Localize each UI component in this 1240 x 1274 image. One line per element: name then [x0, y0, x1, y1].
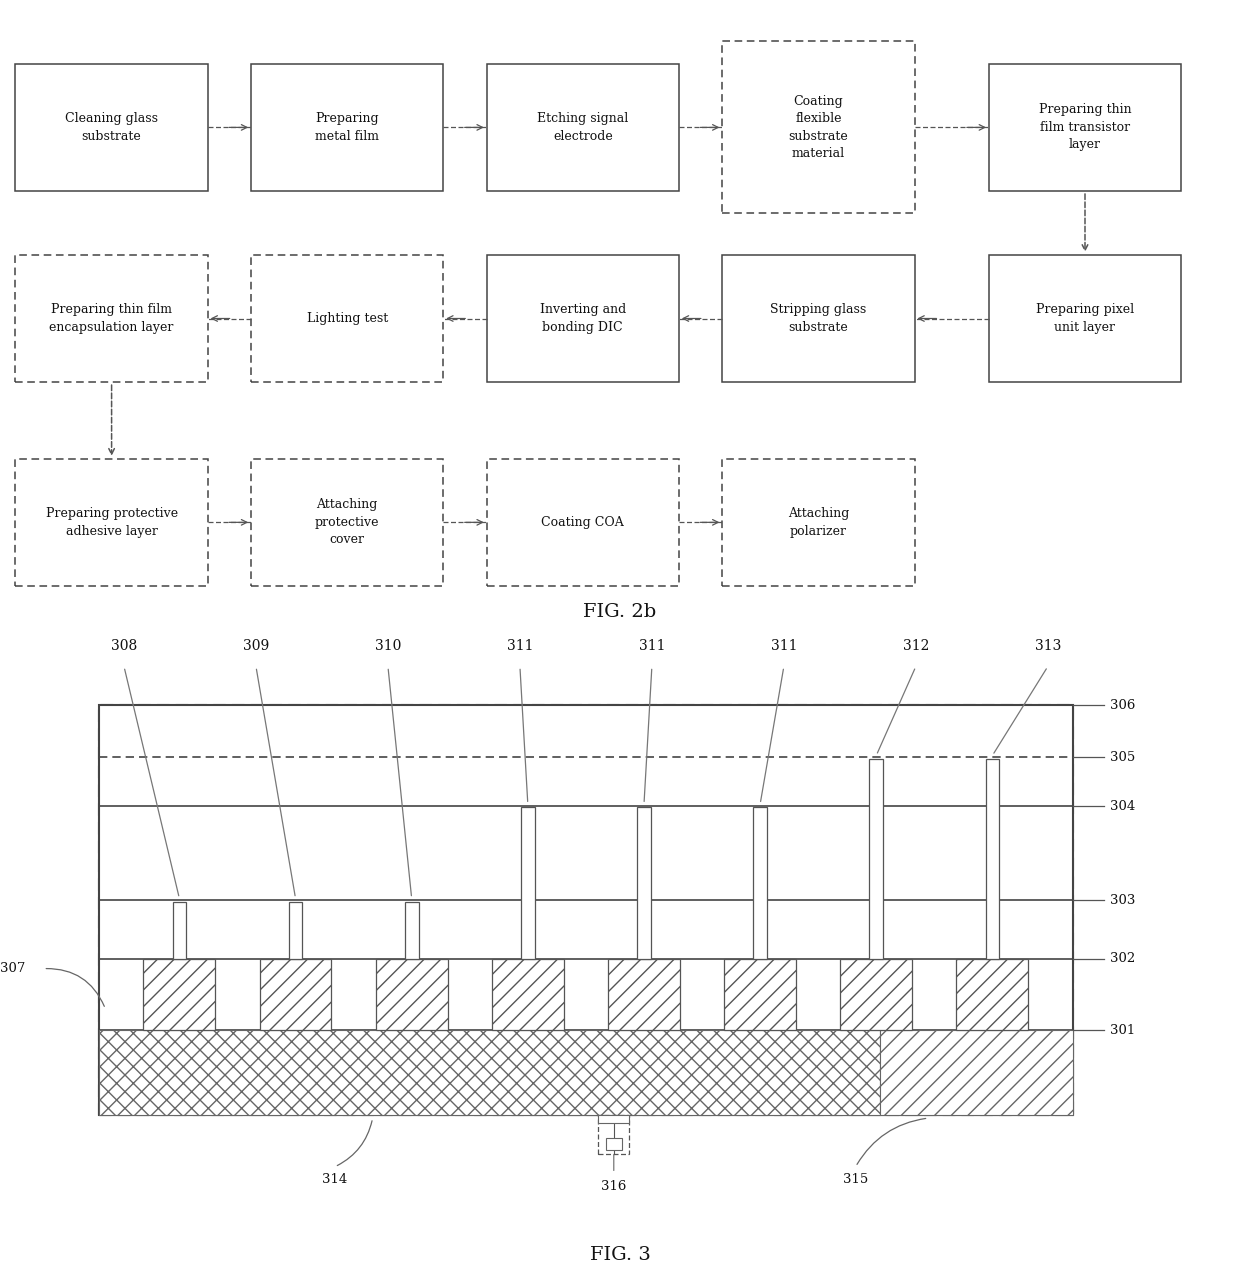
Bar — [606, 1138, 621, 1150]
Text: 305: 305 — [1110, 750, 1135, 764]
Bar — [99, 1031, 880, 1115]
Bar — [492, 959, 564, 1031]
Text: Lighting test: Lighting test — [306, 312, 388, 325]
Bar — [15, 64, 207, 191]
Text: Attaching
protective
cover: Attaching protective cover — [315, 498, 379, 547]
Text: Preparing
metal film: Preparing metal film — [315, 112, 379, 143]
Bar — [722, 41, 915, 213]
Text: 313: 313 — [1034, 640, 1061, 654]
Text: 311: 311 — [507, 640, 533, 654]
Text: 315: 315 — [843, 1173, 868, 1186]
Text: Preparing pixel
unit layer: Preparing pixel unit layer — [1035, 303, 1135, 334]
Text: Coating
flexible
substrate
material: Coating flexible substrate material — [789, 94, 848, 161]
Bar — [869, 759, 883, 959]
Text: FIG. 3: FIG. 3 — [589, 1246, 651, 1264]
Bar — [990, 64, 1180, 191]
Text: Etching signal
electrode: Etching signal electrode — [537, 112, 629, 143]
Text: 307: 307 — [0, 962, 25, 975]
Bar — [986, 759, 999, 959]
Text: 309: 309 — [243, 640, 269, 654]
Text: Preparing thin
film transistor
layer: Preparing thin film transistor layer — [1039, 103, 1131, 152]
Text: 303: 303 — [1110, 894, 1135, 907]
Bar — [259, 959, 331, 1031]
Bar — [376, 959, 448, 1031]
Bar — [15, 255, 207, 382]
Text: 304: 304 — [1110, 800, 1135, 813]
Text: 310: 310 — [374, 640, 401, 654]
Bar — [486, 64, 680, 191]
Text: 308: 308 — [110, 640, 138, 654]
Bar — [841, 959, 913, 1031]
Bar — [486, 459, 680, 586]
Text: Inverting and
bonding DIC: Inverting and bonding DIC — [539, 303, 626, 334]
Bar — [722, 459, 915, 586]
Bar — [250, 64, 444, 191]
Bar — [722, 255, 915, 382]
Text: FIG. 2b: FIG. 2b — [583, 603, 657, 620]
Text: 301: 301 — [1110, 1024, 1135, 1037]
Bar — [880, 1031, 1073, 1115]
Bar — [172, 902, 186, 959]
Text: Coating COA: Coating COA — [542, 516, 624, 529]
Bar — [144, 959, 216, 1031]
Bar — [521, 808, 534, 959]
Text: 316: 316 — [601, 1180, 626, 1192]
Text: 314: 314 — [322, 1173, 347, 1186]
Bar — [956, 959, 1028, 1031]
Bar — [250, 459, 444, 586]
Bar — [486, 255, 680, 382]
Bar — [250, 255, 444, 382]
Bar — [99, 706, 1073, 1115]
Text: Preparing protective
adhesive layer: Preparing protective adhesive layer — [46, 507, 177, 538]
Text: 311: 311 — [639, 640, 665, 654]
Text: 302: 302 — [1110, 953, 1135, 966]
Bar — [405, 902, 419, 959]
Bar — [990, 255, 1180, 382]
Text: 311: 311 — [770, 640, 797, 654]
Bar — [754, 808, 768, 959]
Text: Preparing thin film
encapsulation layer: Preparing thin film encapsulation layer — [50, 303, 174, 334]
Bar — [99, 706, 1073, 1115]
Bar — [598, 1115, 629, 1122]
Bar — [637, 808, 651, 959]
Text: 312: 312 — [903, 640, 929, 654]
Bar — [724, 959, 796, 1031]
Text: Cleaning glass
substrate: Cleaning glass substrate — [64, 112, 159, 143]
Bar — [608, 959, 680, 1031]
Text: 306: 306 — [1110, 699, 1135, 712]
Bar — [289, 902, 303, 959]
Text: Stripping glass
substrate: Stripping glass substrate — [770, 303, 867, 334]
Bar — [598, 1115, 629, 1154]
Bar — [15, 459, 207, 586]
Text: Attaching
polarizer: Attaching polarizer — [787, 507, 849, 538]
